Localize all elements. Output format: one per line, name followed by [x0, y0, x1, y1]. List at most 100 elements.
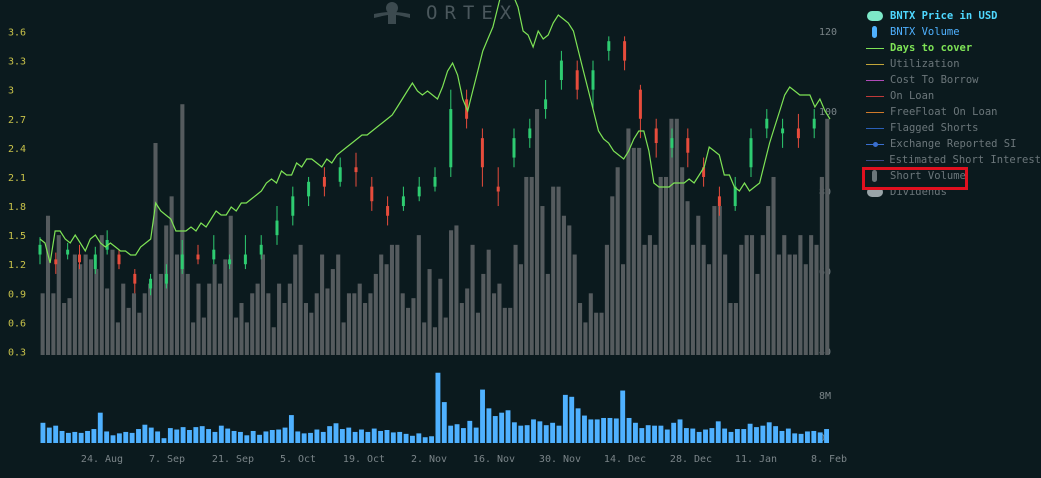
candle-body: [117, 254, 121, 265]
volume-bar: [556, 425, 562, 443]
candle-body: [149, 278, 153, 289]
bar: [680, 167, 685, 355]
legend-symbol-icon: [866, 186, 884, 198]
bar: [384, 264, 389, 355]
volume-bar: [518, 425, 524, 443]
bar: [83, 254, 88, 355]
volume-bar: [524, 425, 530, 443]
bar: [776, 254, 781, 355]
volume-bar: [460, 428, 466, 443]
volume-bar: [569, 396, 575, 443]
legend-item-cost-to-borrow[interactable]: Cost To Borrow: [866, 72, 1041, 88]
ortex-logo: ORTEX: [372, 2, 518, 24]
bar: [819, 176, 824, 355]
bar: [728, 303, 733, 355]
legend-item-utilization[interactable]: Utilization: [866, 56, 1041, 72]
bar: [438, 278, 443, 355]
bar: [814, 244, 819, 355]
bar: [701, 244, 706, 355]
bar: [422, 322, 427, 355]
bar: [379, 254, 384, 355]
bar: [492, 293, 497, 355]
bar: [454, 225, 459, 355]
volume-bar: [626, 417, 632, 443]
bar: [787, 254, 792, 355]
bar: [706, 264, 712, 355]
legend-item-flagged-shorts[interactable]: Flagged Shorts: [866, 120, 1041, 136]
bar: [733, 303, 738, 355]
candle-body: [796, 128, 800, 139]
candle-body: [544, 99, 548, 110]
bar: [760, 235, 765, 355]
volume-bar: [728, 431, 734, 443]
volume-bar: [129, 432, 135, 443]
volume-bar: [339, 429, 345, 443]
volume-bar: [543, 425, 549, 443]
y-left-tick-label: 0.9: [8, 289, 26, 300]
legend-item-estimated-short-interest[interactable]: Estimated Short Interest: [866, 152, 1041, 168]
legend-item-days-to-cover[interactable]: Days to cover: [866, 40, 1041, 56]
volume-bar: [288, 415, 294, 443]
y-right-tick-label: 60: [819, 267, 831, 278]
bar: [416, 235, 421, 355]
bar: [352, 293, 357, 355]
bar: [51, 293, 56, 355]
volume-bar: [480, 389, 485, 443]
bar: [191, 322, 196, 355]
bar: [658, 176, 663, 355]
volume-bar: [397, 431, 403, 443]
volume-bar: [384, 430, 390, 443]
candle-body: [386, 206, 390, 216]
volume-tick-label: 8M: [819, 391, 831, 402]
x-tick-label: 28. Dec: [670, 454, 712, 465]
y-left-tick-label: 1.2: [8, 260, 26, 271]
bar: [373, 273, 378, 355]
volume-bar: [785, 428, 791, 443]
legend-item-freefloat-on-loan[interactable]: FreeFloat On Loan: [866, 104, 1041, 120]
candle-body: [196, 254, 200, 260]
volume-bar: [537, 421, 543, 443]
bar: [341, 322, 346, 355]
legend-label: On Loan: [890, 90, 935, 102]
legend-item-short-volume[interactable]: Short Volume: [866, 168, 1041, 184]
volume-bar: [639, 428, 645, 443]
bar: [524, 176, 529, 355]
legend-item-bntx-price-in-usd[interactable]: BNTX Price in USD: [866, 8, 1041, 24]
volume-bar: [575, 408, 581, 443]
bar: [131, 293, 137, 355]
candle-body: [559, 60, 563, 80]
volume-bar: [359, 429, 364, 443]
volume-bar: [85, 430, 90, 443]
y-left-tick-label: 3.3: [8, 57, 26, 68]
bar: [712, 206, 717, 355]
volume-bar: [741, 429, 747, 443]
bar: [45, 215, 51, 355]
volume-bar: [696, 431, 702, 443]
volume-bar: [212, 431, 218, 443]
bar: [535, 109, 540, 355]
volume-bar: [511, 422, 517, 443]
volume-bar: [422, 437, 428, 443]
bar: [142, 293, 147, 355]
bar: [72, 254, 77, 355]
bar: [325, 288, 330, 355]
bar: [583, 322, 588, 355]
volume-bar: [416, 433, 422, 443]
bar: [599, 312, 604, 355]
bar: [626, 128, 631, 355]
bar: [174, 254, 180, 355]
legend-item-exchange-reported-si[interactable]: Exchange Reported SI: [866, 136, 1041, 152]
legend-item-on-loan[interactable]: On Loan: [866, 88, 1041, 104]
bar: [223, 259, 228, 355]
bar: [572, 254, 577, 355]
bar: [518, 264, 523, 355]
candle-body: [291, 196, 295, 216]
legend-symbol-icon: [866, 90, 884, 102]
candle-body: [38, 244, 42, 255]
bar: [588, 293, 593, 355]
bar: [78, 264, 83, 355]
bar: [88, 259, 94, 355]
legend-item-bntx-volume[interactable]: BNTX Volume: [866, 24, 1041, 40]
y-left-tick-label: 0.6: [8, 318, 26, 329]
bar: [406, 307, 411, 355]
